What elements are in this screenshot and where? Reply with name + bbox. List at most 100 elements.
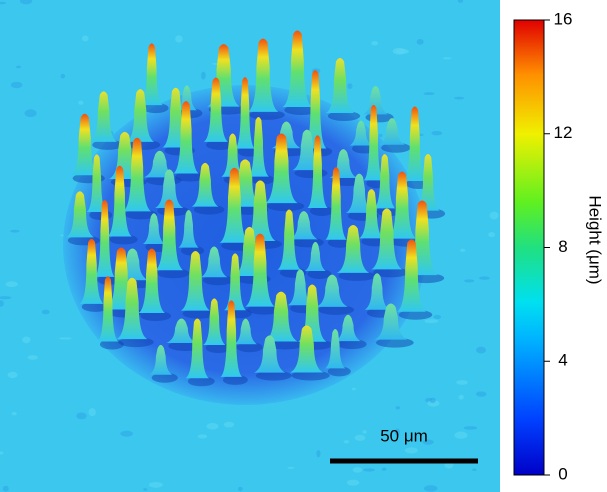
pillar [349,120,373,146]
pillar-shadow [140,311,172,322]
speck [489,211,499,220]
pillar [289,325,324,373]
pillar [149,344,173,375]
pillar [155,199,184,271]
pillar-shadow [327,366,351,377]
speck [148,481,163,488]
colorbar-tick-label: 4 [558,351,567,370]
pillar [180,250,211,311]
pillar [396,239,427,312]
speck [60,73,66,79]
pillar [325,58,355,114]
speck [362,430,367,434]
pillar [94,200,115,277]
pillar-shadow [206,139,234,150]
pillar [403,106,427,182]
speck [395,406,401,410]
speck [475,346,487,354]
speck [404,447,418,454]
pillar-shadow [284,104,319,115]
pillar [235,77,255,149]
speck [354,434,366,441]
pillar [247,38,279,112]
speck [429,397,436,403]
pillar [203,298,226,345]
pillar-shadow [187,376,215,387]
speck [352,467,363,473]
speck [424,319,439,324]
pillar [176,85,197,111]
speck [416,39,424,45]
pillar [191,162,219,207]
speck [351,387,356,391]
speck [5,281,18,288]
pillar [234,318,258,345]
pillar [126,89,155,142]
pillar [203,77,229,142]
speck [120,430,133,437]
colorbar [513,19,545,476]
pillar-shadow [291,370,330,381]
speck [346,479,360,486]
pillar [97,276,119,342]
pillar [264,291,298,342]
pillar [200,246,228,278]
pillar-shadow [193,204,225,215]
pillar-shadow [92,139,124,150]
pillar [86,154,107,213]
pillar-shadow [182,308,217,319]
colorbar-ticks: 0 4 8 12 16 [544,9,572,483]
pillar-shadow [157,268,190,279]
speck [41,309,50,315]
speck [0,300,4,307]
pillar [289,211,318,240]
pillar-shadow [255,370,292,381]
pillar [166,318,197,343]
speck [431,130,443,136]
pillar [138,248,166,314]
pillar-shadow [109,234,138,245]
speck [0,451,4,455]
pillar [325,167,347,240]
speck [10,229,20,233]
pillar-shadow [124,209,158,220]
speck [0,296,12,300]
pillar-shadow [202,275,234,286]
pillar [248,117,269,177]
pillars [65,30,446,387]
pillar [304,241,326,271]
pillar [363,86,388,115]
speck [472,468,477,471]
speck [78,100,84,105]
pillar-shadow [222,374,248,385]
pillar [416,154,440,211]
speck [453,96,465,100]
speck [488,231,495,238]
speck [442,57,452,60]
pillar [116,277,148,340]
pillar-shadow [327,111,361,122]
speck [2,485,9,492]
speck [371,41,379,46]
pillar [185,318,210,379]
speck [475,391,487,397]
speck [16,65,21,69]
pillar [254,335,286,373]
pillar [316,274,348,307]
pillar [142,213,165,244]
speck [76,412,87,420]
speck [363,468,375,472]
pillar-shadow [307,268,332,279]
speck [378,133,383,138]
pillar [277,209,301,270]
speck [197,434,208,439]
pillar-shadow [398,309,433,320]
colorbar-tick-label: 16 [554,9,573,28]
pillar-shadow [175,171,205,182]
pillar [140,43,163,106]
pillar [287,269,313,306]
speck [11,411,17,416]
pillar-shadow [338,270,376,281]
speck [460,248,466,252]
